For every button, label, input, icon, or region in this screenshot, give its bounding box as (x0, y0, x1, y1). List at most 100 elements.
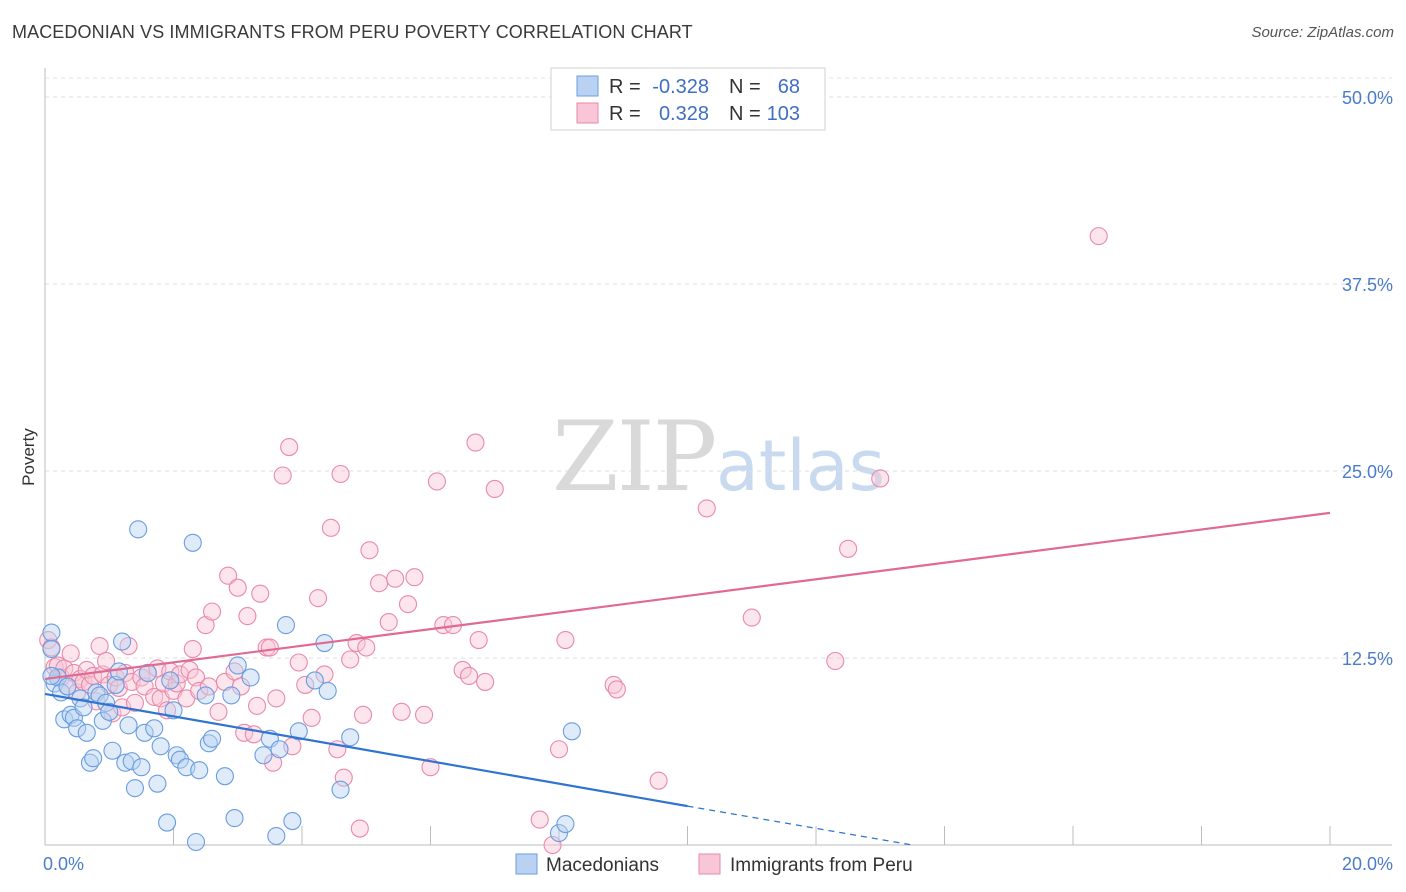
bottom-legend-swatch-peru (698, 853, 721, 875)
point-peru-110 (1089, 227, 1108, 246)
point-peru-84 (392, 702, 411, 721)
watermark-atlas: atlas (716, 425, 885, 507)
point-macedonians-34 (151, 737, 170, 756)
point-peru-58 (251, 584, 270, 603)
point-macedonians-67 (42, 666, 61, 686)
point-macedonians-56 (276, 616, 295, 635)
point-macedonians-57 (283, 812, 302, 831)
legend-n-value-1: 68 (778, 76, 800, 98)
point-macedonians-50 (228, 656, 247, 675)
point-peru-109 (871, 469, 890, 488)
point-peru-94 (466, 433, 485, 452)
legend-r-label-2: R = (609, 103, 641, 125)
point-macedonians-28 (129, 520, 148, 539)
point-macedonians-33 (148, 774, 167, 793)
point-peru-104 (649, 771, 668, 790)
x-tick-label-1: 20.0% (1342, 854, 1393, 874)
legend-swatch-blue (576, 75, 599, 97)
point-macedonians-44 (196, 686, 215, 705)
point-peru-103 (607, 680, 626, 699)
point-macedonians-42 (186, 832, 206, 852)
trend-line-peru (44, 511, 1331, 681)
y-tick-label-3: 50.0% (1342, 88, 1393, 108)
point-peru-82 (379, 613, 398, 632)
point-macedonians-31 (138, 663, 157, 683)
point-macedonians-36 (161, 671, 180, 690)
point-peru-62 (267, 689, 286, 708)
point-macedonians-20 (103, 741, 122, 760)
point-macedonians-54 (267, 826, 286, 846)
point-peru-78 (353, 705, 373, 724)
point-peru-89 (427, 472, 446, 491)
point-peru-69 (309, 589, 328, 608)
trend-line-macedonians-extension (687, 805, 913, 846)
point-macedonians-14 (84, 749, 103, 768)
point-macedonians-19 (100, 702, 119, 721)
y-tick-label-1: 25.0% (1342, 462, 1393, 482)
legend-n-label-2: N = (729, 103, 761, 125)
correlation-legend: R = -0.328 N = 68 R = 0.328 N = 103 (550, 67, 826, 131)
axes (44, 68, 1392, 846)
chart-title: MACEDONIAN VS IMMIGRANTS FROM PERU POVER… (12, 22, 693, 42)
point-peru-83 (386, 569, 405, 588)
point-peru-90 (434, 616, 453, 635)
point-peru-107 (826, 651, 845, 671)
legend-r-label-1: R = (609, 76, 641, 98)
point-macedonians-59 (305, 671, 324, 690)
point-peru-43 (186, 668, 206, 687)
point-peru-80 (360, 541, 379, 560)
point-macedonians-21 (106, 675, 125, 694)
point-macedonians-41 (183, 533, 202, 552)
point-peru-74 (334, 768, 353, 787)
watermark: ZIP atlas (552, 401, 885, 513)
y-tick-labels: 12.5% 25.0% 37.5% 50.0% (1342, 88, 1393, 669)
point-macedonians-26 (122, 752, 141, 771)
point-peru-66 (289, 653, 308, 672)
point-peru-77 (350, 819, 369, 838)
point-peru-48 (209, 702, 228, 721)
point-peru-55 (238, 607, 257, 626)
point-macedonians-1 (42, 639, 61, 659)
point-macedonians-58 (289, 722, 308, 741)
point-macedonians-29 (132, 758, 151, 777)
bottom-legend-peru: Immigrants from Peru (730, 855, 913, 876)
point-peru-68 (302, 708, 321, 727)
point-peru-96 (476, 672, 495, 691)
point-peru-86 (405, 568, 424, 587)
point-macedonians-22 (109, 662, 128, 681)
point-macedonians-25 (119, 716, 138, 735)
point-peru-47 (203, 602, 222, 621)
point-peru-42 (183, 639, 202, 659)
point-peru-87 (415, 705, 434, 724)
point-macedonians-0 (42, 623, 61, 642)
point-peru-57 (247, 696, 267, 715)
point-peru-100 (549, 740, 569, 759)
y-tick-label-0: 12.5% (1342, 649, 1393, 669)
point-macedonians-32 (145, 719, 164, 738)
x-tick-label-0: 0.0% (43, 854, 84, 874)
point-macedonians-23 (113, 632, 132, 651)
point-peru-108 (839, 539, 858, 558)
point-macedonians-52 (254, 746, 273, 765)
point-peru-97 (485, 479, 504, 499)
watermark-zip: ZIP (552, 401, 715, 513)
point-peru-64 (280, 438, 299, 457)
bottom-legend-macedonians: Macedonians (546, 855, 659, 876)
point-macedonians-61 (318, 681, 337, 700)
point-macedonians-30 (135, 723, 154, 742)
point-macedonians-39 (170, 750, 189, 769)
point-peru-41 (180, 660, 199, 680)
y-tick-label-2: 37.5% (1342, 275, 1393, 295)
point-peru-18 (96, 651, 116, 671)
point-macedonians-64 (549, 823, 569, 843)
point-peru-79 (357, 638, 376, 657)
point-macedonians-46 (203, 729, 222, 748)
point-macedonians-47 (215, 767, 234, 786)
legend-swatch-pink (576, 102, 599, 124)
point-macedonians-6 (58, 677, 77, 696)
point-peru-73 (331, 464, 350, 484)
legend-n-value-2: 103 (767, 103, 800, 125)
point-peru-7 (61, 644, 80, 663)
trend-lines (44, 511, 1331, 846)
